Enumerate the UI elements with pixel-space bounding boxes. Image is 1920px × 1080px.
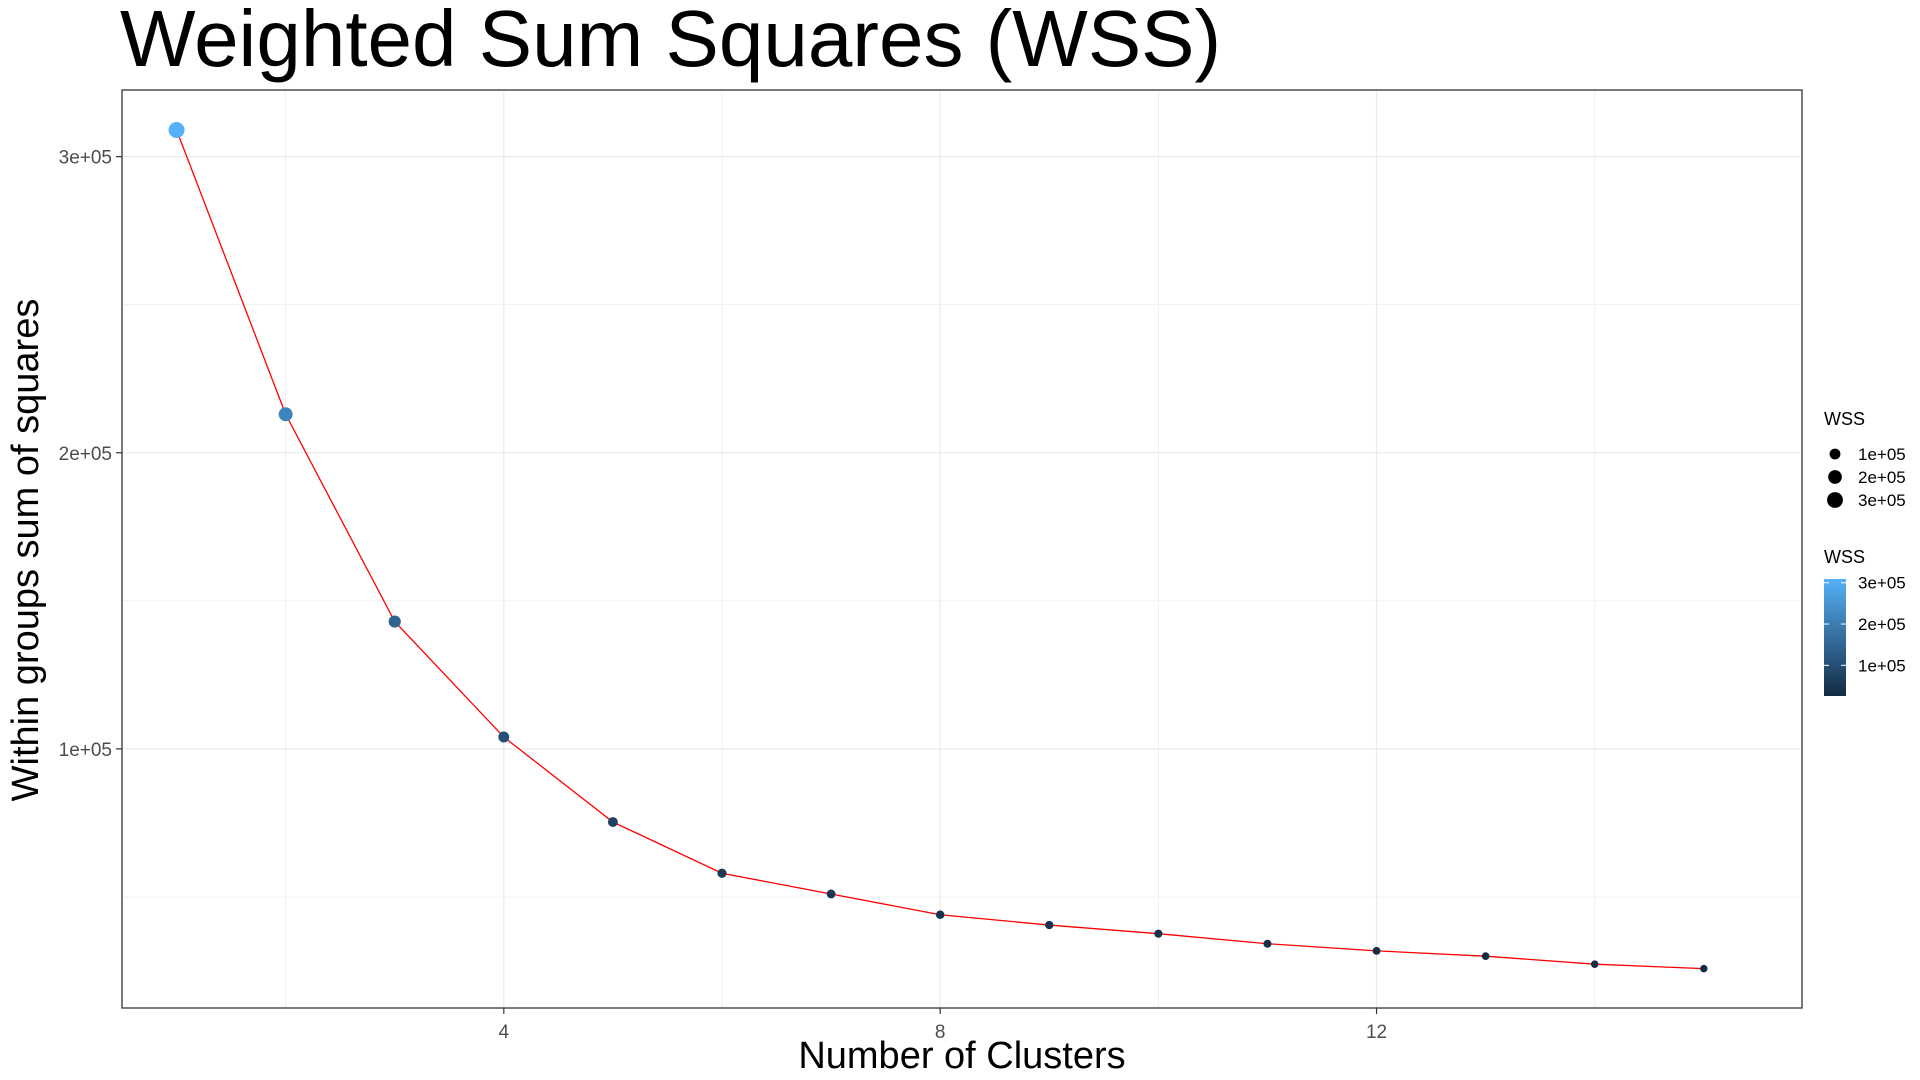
data-point: [1263, 939, 1272, 948]
data-point: [1700, 964, 1708, 973]
data-point: [607, 817, 618, 827]
legend-colorbar: [1824, 579, 1846, 696]
data-point: [826, 889, 836, 899]
axes: 4 8 12 1e+05 2e+05 3e+05: [59, 148, 1387, 1043]
y-tick-label: 2e+05: [59, 444, 112, 465]
x-tick-label: 12: [1366, 1022, 1387, 1043]
legend-color-title: WSS: [1824, 547, 1865, 567]
data-points: [168, 121, 1708, 973]
data-point: [278, 407, 293, 422]
legend-size-label: 3e+05: [1858, 491, 1906, 510]
legend-size-key: [1829, 448, 1841, 460]
x-tick-label: 4: [499, 1022, 510, 1043]
x-axis-label: Number of Clusters: [798, 1035, 1125, 1077]
legend-size-key: [1828, 470, 1842, 484]
legend-size-title: WSS: [1824, 409, 1865, 429]
data-point: [1154, 929, 1163, 938]
legend-size-items: 1e+05 2e+05 3e+05: [1827, 445, 1906, 510]
data-point: [498, 731, 510, 743]
legend-color-items: 3e+05 2e+05 1e+05: [1824, 574, 1906, 675]
grid-lines: [122, 90, 1802, 1008]
legend: WSS 1e+05 2e+05 3e+05 WSS 3e+05 2e+05 1e+05: [1824, 409, 1906, 696]
plot-panel: [122, 90, 1802, 1008]
data-point: [1481, 952, 1490, 961]
data-point: [1590, 960, 1599, 968]
legend-size-key: [1827, 492, 1843, 508]
legend-size-label: 1e+05: [1858, 445, 1906, 464]
data-point: [935, 910, 945, 919]
legend-color-label: 1e+05: [1858, 656, 1906, 675]
data-point: [717, 868, 727, 878]
y-tick-label: 3e+05: [59, 148, 112, 169]
x-tick-label: 8: [935, 1022, 946, 1043]
data-point: [168, 121, 185, 138]
legend-size-label: 2e+05: [1858, 468, 1906, 487]
y-tick-label: 1e+05: [59, 740, 112, 761]
data-point: [1045, 920, 1054, 930]
chart-title: Weighted Sum Squares (WSS): [120, 0, 1221, 83]
y-axis-label: Within groups sum of squares: [5, 299, 47, 802]
legend-color-label: 2e+05: [1858, 615, 1906, 634]
data-point: [388, 615, 401, 628]
plot-border: [121, 89, 1803, 1009]
legend-color-label: 3e+05: [1858, 574, 1906, 593]
data-point: [1372, 946, 1381, 955]
